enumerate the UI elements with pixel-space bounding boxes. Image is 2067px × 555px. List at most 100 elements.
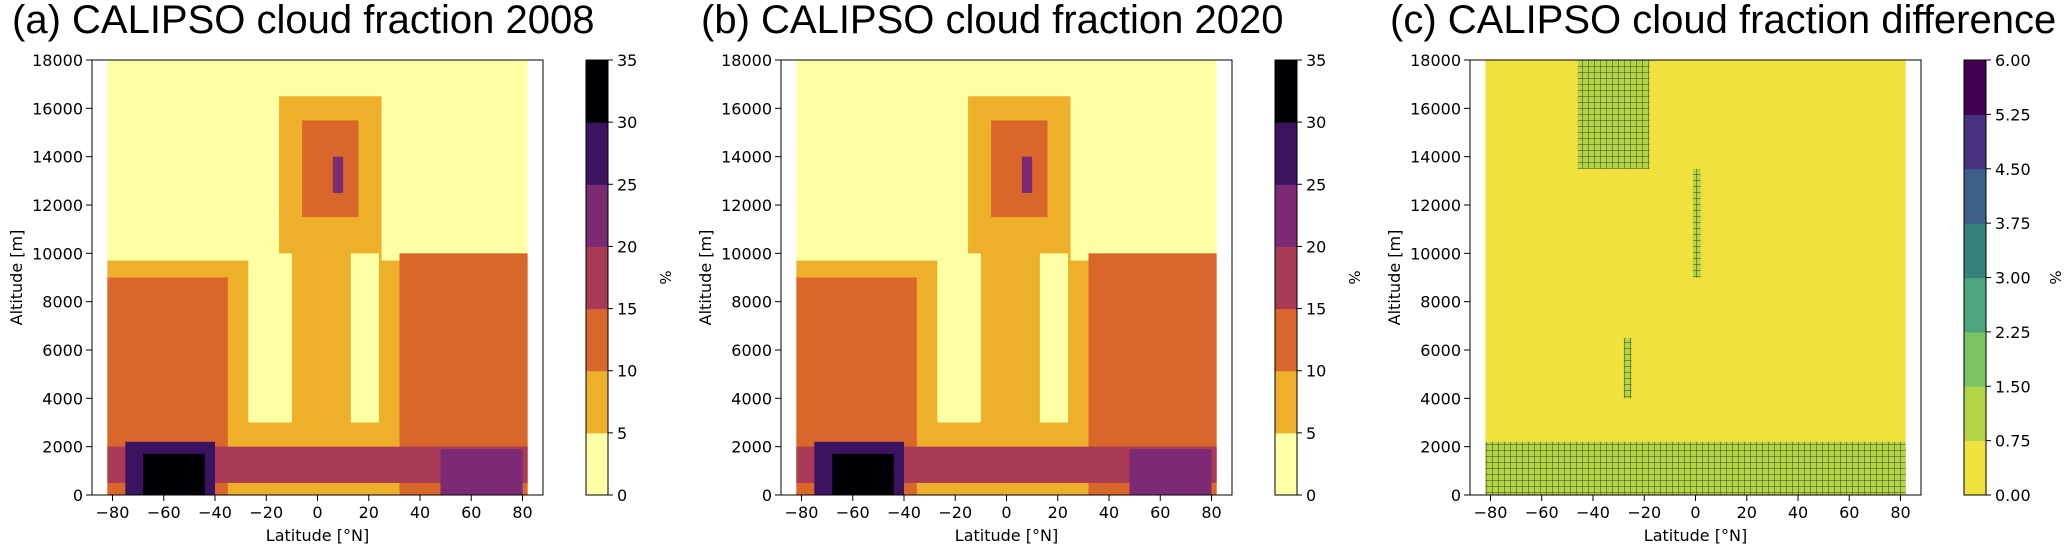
y-tick-label: 16000: [32, 99, 83, 118]
y-tick-label: 8000: [731, 293, 772, 312]
heatmap-region: [143, 453, 205, 495]
x-tick-label: 20: [1737, 503, 1757, 522]
y-tick-label: 4000: [731, 389, 772, 408]
colorbar-segment: [1964, 386, 1986, 442]
colorbar: 0.00 0.75 1.50 2.25 3.00 3.75 4.50 5.25 6.00%: [1963, 51, 2064, 505]
heatmap-chart-b: −80 −60 −40 −20 0 20 40 60 80 0 2000 4000 6000 8000 10…: [696, 51, 1363, 545]
x-tick-label: −20: [938, 503, 972, 522]
colorbar-label: %: [1345, 270, 1363, 284]
y-tick-label: 14000: [721, 148, 772, 167]
y-tick-label: 10000: [1410, 244, 1461, 263]
colorbar-tick-label: 0: [617, 486, 627, 505]
y-tick-label: 0: [1451, 486, 1461, 505]
colorbar-tick-label: 0: [1306, 486, 1316, 505]
colorbar-segment: [1275, 184, 1297, 247]
y-tick-label: 14000: [1410, 148, 1461, 167]
colorbar-segment: [1964, 331, 1986, 387]
colorbar-segment: [1275, 370, 1297, 434]
colorbar-tick-label: 35: [1306, 51, 1326, 70]
hatch-overlay: [1577, 60, 1650, 169]
colorbar-segment: [1964, 60, 1986, 115]
colorbar-segment: [1964, 277, 1986, 333]
x-axis-label: Latitude [°N]: [266, 526, 369, 545]
x-tick-label: 20: [359, 503, 379, 522]
heatmap-region: [302, 120, 359, 218]
x-axis-label: Latitude [°N]: [955, 526, 1058, 545]
colorbar-segment: [586, 432, 608, 496]
heatmap-region: [1021, 156, 1033, 193]
x-tick-label: −80: [785, 503, 819, 522]
colorbar-segment: [1275, 432, 1297, 496]
panel-b: (b) CALIPSO cloud fraction 2020 −80 −60 −4…: [689, 0, 1378, 555]
x-tick-label: 60: [1150, 503, 1170, 522]
y-tick-label: 14000: [32, 148, 83, 167]
x-tick-label: −60: [147, 503, 181, 522]
x-tick-label: 0: [1001, 503, 1011, 522]
y-axis-label: Altitude [m]: [696, 230, 715, 326]
colorbar-tick-label: 30: [617, 113, 637, 132]
colorbar-tick-label: 30: [1306, 113, 1326, 132]
x-tick-label: −40: [198, 503, 232, 522]
colorbar-tick-label: 6.00: [1995, 51, 2031, 70]
colorbar-tick-label: 0.00: [1995, 486, 2031, 505]
colorbar-tick-label: 5.25: [1995, 105, 2031, 124]
hatch-overlay: [1485, 441, 1906, 495]
colorbar-frame: [1274, 59, 1298, 496]
chart-title: (b) CALIPSO cloud fraction 2020: [701, 0, 1284, 42]
colorbar-segment: [1964, 168, 1986, 224]
colorbar-segment: [586, 370, 608, 434]
x-tick-label: 80: [1890, 503, 1910, 522]
x-tick-label: −60: [1525, 503, 1559, 522]
heatmap-region: [1129, 449, 1212, 495]
y-tick-label: 0: [73, 486, 83, 505]
hatch-overlay: [1692, 168, 1701, 278]
colorbar-segment: [586, 122, 608, 185]
colorbar-segment: [586, 308, 608, 372]
colorbar-segment: [1964, 223, 1986, 278]
colorbar-tick-label: 10: [617, 362, 637, 381]
y-tick-label: 4000: [42, 389, 83, 408]
y-tick-label: 8000: [1420, 293, 1461, 312]
y-tick-label: 6000: [731, 341, 772, 360]
colorbar-segment: [586, 60, 608, 123]
heatmap-cells: [107, 60, 528, 495]
chart-title: (a) CALIPSO cloud fraction 2008: [12, 0, 595, 42]
heatmap-region: [440, 449, 523, 495]
colorbar-label: %: [2046, 270, 2064, 284]
panel-c: (c) CALIPSO cloud fraction difference −8…: [1378, 0, 2067, 555]
colorbar-segment: [586, 184, 608, 247]
heatmap-region: [248, 253, 292, 423]
colorbar-segment: [1964, 114, 1986, 170]
colorbar-tick-label: 0.75: [1995, 432, 2031, 451]
colorbar-tick-label: 15: [1306, 300, 1326, 319]
y-tick-label: 16000: [1410, 99, 1461, 118]
x-tick-label: 60: [461, 503, 481, 522]
y-tick-label: 18000: [721, 51, 772, 70]
colorbar-tick-label: 3.75: [1995, 214, 2031, 233]
heatmap-cells: [1485, 60, 1906, 495]
colorbar-segment: [1275, 308, 1297, 372]
y-tick-label: 4000: [1420, 389, 1461, 408]
y-tick-label: 8000: [42, 293, 83, 312]
y-axis-label: Altitude [m]: [7, 230, 26, 326]
colorbar-segment: [1275, 246, 1297, 310]
colorbar-tick-label: 5: [617, 424, 627, 443]
heatmap-region: [937, 253, 981, 423]
x-tick-label: −40: [887, 503, 921, 522]
chart-title: (c) CALIPSO cloud fraction difference: [1390, 0, 2057, 42]
colorbar-tick-label: 35: [617, 51, 637, 70]
y-tick-label: 2000: [42, 438, 83, 457]
x-tick-label: 60: [1839, 503, 1859, 522]
x-tick-label: 0: [312, 503, 322, 522]
colorbar-segment: [1275, 60, 1297, 123]
y-tick-label: 6000: [42, 341, 83, 360]
colorbar-tick-label: 1.50: [1995, 377, 2031, 396]
x-tick-label: 20: [1048, 503, 1068, 522]
panel-a: (a) CALIPSO cloud fraction 2008 −80 −60 −4…: [0, 0, 689, 555]
colorbar-tick-label: 2.25: [1995, 323, 2031, 342]
colorbar-frame: [585, 59, 609, 496]
hatch-overlay: [1623, 337, 1632, 399]
x-tick-label: 80: [512, 503, 532, 522]
y-tick-label: 6000: [1420, 341, 1461, 360]
colorbar-tick-label: 20: [1306, 237, 1326, 256]
